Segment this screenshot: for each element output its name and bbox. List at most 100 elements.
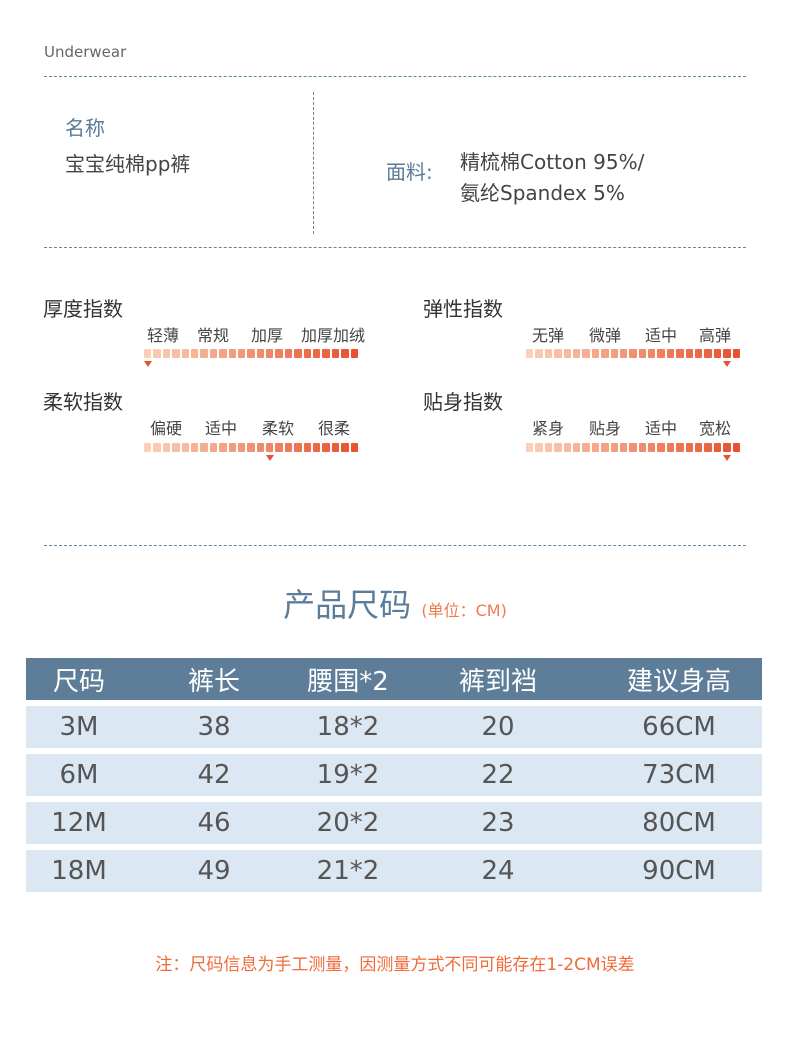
index-title-thickness: 厚度指数 — [43, 297, 123, 321]
bar-segment — [732, 443, 740, 452]
bar-segment — [200, 349, 208, 358]
index-label: 无弹 — [531, 326, 564, 345]
table-cell: 19*2 — [296, 748, 400, 796]
bar-segment — [676, 443, 684, 452]
bar-segment — [284, 443, 293, 452]
bar-segment — [341, 443, 349, 452]
index-title-elasticity: 弹性指数 — [423, 297, 503, 321]
table-header: 腰围*2 — [296, 658, 400, 700]
size-chart-heading: 产品尺码 — [283, 586, 412, 624]
bar-segment — [610, 443, 618, 452]
index-label: 贴身 — [588, 419, 621, 438]
table-cell: 22 — [400, 748, 596, 796]
bar-segment — [723, 443, 731, 452]
bar-segment — [322, 349, 330, 358]
index-label: 常规 — [196, 326, 229, 345]
bar-segment — [266, 443, 274, 452]
table-header: 建议身高 — [596, 658, 762, 700]
bar-segment — [535, 349, 543, 358]
bar-segment — [638, 443, 647, 452]
bar-segment — [181, 443, 189, 452]
index-label: 适中 — [644, 326, 677, 345]
bar-segment — [153, 443, 161, 452]
bar-segment — [572, 349, 581, 358]
bar-segment — [695, 349, 703, 358]
bar-segment — [247, 349, 255, 358]
table-cell: 73CM — [596, 748, 762, 796]
bar-segment — [619, 443, 628, 452]
bar-segment — [619, 349, 628, 358]
bar-segment — [200, 443, 208, 452]
table-cell: 18M — [26, 844, 132, 892]
bar-segment — [610, 349, 618, 358]
index-bar-fit — [526, 443, 740, 452]
index-label: 偏硬 — [149, 419, 182, 438]
bar-segment — [237, 349, 246, 358]
bar-segment — [713, 443, 722, 452]
product-name: 宝宝纯棉pp裤 — [65, 152, 191, 176]
index-label: 紧身 — [531, 419, 564, 438]
index-labels-thickness: 轻薄 常规 加厚 加厚加绒 — [143, 322, 375, 346]
table-row: 6M 42 19*2 22 73CM — [26, 748, 762, 796]
bar-segment — [144, 443, 152, 452]
divider — [44, 247, 746, 248]
index-label: 很柔 — [317, 419, 350, 438]
bar-segment — [582, 349, 590, 358]
bar-segment — [162, 443, 171, 452]
divider — [44, 76, 746, 77]
bar-segment — [144, 349, 152, 358]
bar-segment — [695, 443, 703, 452]
size-table: 尺码 裤长 腰围*2 裤到裆 建议身高 3M 38 18*2 20 66CM 6… — [26, 658, 762, 892]
bar-segment — [313, 443, 321, 452]
bar-segment — [331, 443, 340, 452]
table-cell: 90CM — [596, 844, 762, 892]
material-line-1: 精梳棉Cotton 95%/ — [460, 150, 645, 174]
table-cell: 21*2 — [296, 844, 400, 892]
brand-label: Underwear — [44, 43, 127, 61]
bar-segment — [219, 349, 227, 358]
bar-segment — [284, 349, 293, 358]
table-cell: 18*2 — [296, 700, 400, 748]
index-label: 轻薄 — [146, 326, 179, 345]
bar-segment — [666, 349, 675, 358]
bar-segment — [526, 349, 534, 358]
table-cell: 66CM — [596, 700, 762, 748]
bar-segment — [209, 349, 218, 358]
bar-segment — [162, 349, 171, 358]
bar-segment — [657, 443, 665, 452]
bar-segment — [629, 443, 637, 452]
bar-segment — [572, 443, 581, 452]
index-labels-softness: 偏硬 适中 柔软 很柔 — [143, 415, 365, 439]
bar-segment — [591, 349, 600, 358]
bar-segment — [601, 443, 609, 452]
table-cell: 12M — [26, 796, 132, 844]
bar-segment — [704, 443, 712, 452]
table-cell: 20*2 — [296, 796, 400, 844]
bar-segment — [294, 349, 302, 358]
bar-segment — [228, 443, 236, 452]
bar-segment — [544, 443, 553, 452]
bar-segment — [685, 349, 694, 358]
index-label: 适中 — [644, 419, 677, 438]
bar-segment — [704, 349, 712, 358]
bar-segment — [638, 349, 647, 358]
bar-segment — [582, 443, 590, 452]
index-bar-softness — [144, 443, 358, 452]
bar-segment — [303, 349, 312, 358]
bar-segment — [172, 443, 180, 452]
bar-segment — [247, 443, 255, 452]
bar-segment — [657, 349, 665, 358]
bar-segment — [209, 443, 218, 452]
table-header: 裤长 — [132, 658, 296, 700]
bar-segment — [535, 443, 543, 452]
bar-segment — [172, 349, 180, 358]
table-cell: 46 — [132, 796, 296, 844]
table-header: 尺码 — [26, 658, 132, 700]
bar-segment — [713, 349, 722, 358]
index-label: 适中 — [204, 419, 237, 438]
table-header: 裤到裆 — [400, 658, 596, 700]
divider — [44, 545, 746, 546]
table-cell: 38 — [132, 700, 296, 748]
bar-segment — [676, 349, 684, 358]
table-cell: 23 — [400, 796, 596, 844]
